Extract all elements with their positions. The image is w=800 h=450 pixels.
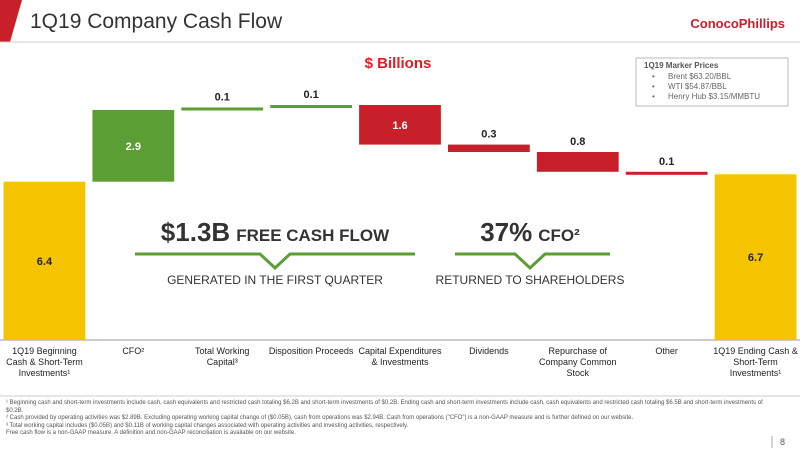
page-number: 8 (780, 437, 785, 447)
marker-bullet: • (652, 72, 655, 81)
data-label: 0.1 (659, 156, 674, 168)
x-tick-label: CFO² (122, 346, 145, 356)
x-tick-label: Capital Expenditures & Investments (358, 346, 442, 367)
data-label: 0.1 (303, 89, 318, 101)
callout-caption: GENERATED IN THE FIRST QUARTER (167, 273, 383, 287)
data-label: 0.3 (481, 129, 496, 141)
bar (270, 105, 352, 108)
callout-caption: RETURNED TO SHAREHOLDERS (436, 273, 625, 287)
x-tick-label: Repurchase of Company Common Stock (539, 346, 617, 378)
bar (181, 107, 264, 111)
bar (625, 171, 708, 175)
footnote: Free cash flow is a non-GAAP measure. A … (6, 430, 296, 436)
bar (3, 181, 86, 340)
marker-item: Brent $63.20/BBL (668, 72, 732, 81)
x-tick-label: Disposition Proceeds (268, 346, 354, 356)
data-label: 1.6 (392, 120, 407, 132)
bar (359, 105, 441, 145)
subtitle: $ Billions (365, 55, 432, 72)
callout-chevron (455, 252, 610, 271)
x-tick-label: Dividends (469, 346, 509, 356)
callouts: $1.3B FREE CASH FLOW GENERATED IN THE FIR… (135, 217, 624, 287)
bar (92, 109, 175, 182)
footnote: ² Cash provided by operating activities … (6, 415, 634, 421)
data-label: 6.4 (37, 256, 53, 268)
footnote: ¹ Beginning cash and short-term investme… (6, 400, 763, 414)
logo: ConocoPhillips (690, 16, 785, 31)
footnote: ³ Total working capital includes ($0.05B… (6, 422, 409, 429)
bar (714, 174, 797, 340)
callout-headline: 37% CFO² (480, 217, 580, 247)
header-accent (0, 0, 22, 42)
marker-item: WTI $54.87/BBL (668, 82, 727, 91)
data-label: 0.8 (570, 136, 585, 148)
marker-box (635, 57, 789, 107)
marker-bullet: • (652, 92, 655, 101)
callout-headline: $1.3B FREE CASH FLOW (161, 217, 390, 247)
marker-item: Henry Hub $3.15/MMBTU (668, 92, 760, 101)
marker-bullet: • (652, 82, 655, 91)
x-tick-label: Total Working Capital³ (195, 346, 250, 367)
x-tick-label: Other (655, 346, 678, 356)
x-tick-label: 1Q19 Ending Cash & Short-Term Investment… (713, 346, 798, 378)
data-label: 2.9 (126, 141, 141, 153)
title: 1Q19 Company Cash Flow (30, 10, 283, 33)
bar (536, 152, 619, 172)
x-tick-label: 1Q19 Beginning Cash & Short-Term Investm… (6, 346, 83, 378)
data-label: 6.7 (748, 252, 763, 264)
footnotes: ¹ Beginning cash and short-term investme… (6, 400, 766, 438)
marker-title: 1Q19 Marker Prices (644, 61, 719, 70)
data-label: 0.1 (215, 91, 230, 103)
bar (448, 144, 530, 152)
callout-chevron (135, 252, 415, 271)
